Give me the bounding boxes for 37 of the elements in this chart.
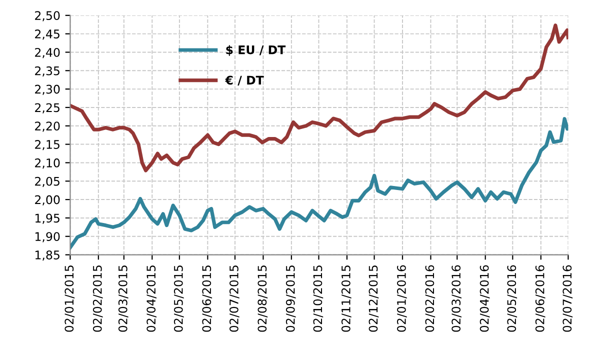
y-tick-label: 2,50 <box>35 11 60 22</box>
x-tick-label: 02/05/2015 <box>174 266 184 332</box>
x-tick-label: 02/08/2015 <box>258 266 268 332</box>
line-series <box>70 24 568 172</box>
x-tick-label: 02/05/2016 <box>507 265 518 332</box>
x-tick-label: 02/10/2015 <box>313 266 324 332</box>
x-tick-label: 02/04/2015 <box>146 266 156 332</box>
y-tick-label: 2,20 <box>35 122 60 132</box>
x-tick-label: 02/03/2016 <box>452 265 462 332</box>
x-tick-label: 02/03/2015 <box>118 266 128 332</box>
x-tick-label: 02/12/2015 <box>368 266 379 332</box>
legend-label: € / DT <box>225 76 264 86</box>
x-tick-label: 02/09/2015 <box>286 266 296 332</box>
x-tick-label: 02/01/2015 <box>64 266 75 332</box>
x-tick-label: 02/11/2015 <box>341 266 352 332</box>
x-tick-label: 02/06/2016 <box>535 265 546 332</box>
x-tick-label: 02/06/2015 <box>202 266 212 332</box>
y-tick-label: 2,25 <box>35 103 60 114</box>
x-tick-label: 02/07/2015 <box>229 266 240 332</box>
y-tick-label: 2,30 <box>35 84 60 95</box>
x-tick-label: 02/02/2016 <box>425 265 436 332</box>
x-tick-label: 02/04/2016 <box>480 265 490 332</box>
y-tick-label: 2,40 <box>35 48 60 58</box>
y-tick-label: 1,90 <box>35 232 60 242</box>
x-tick-label: 02/07/2016 <box>562 265 573 332</box>
legend-label: $ EU / DT <box>226 45 286 56</box>
y-tick-label: 2,05 <box>35 176 60 187</box>
y-tick-label: 2,00 <box>35 195 60 206</box>
x-tick-label: 02/01/2016 <box>397 265 407 332</box>
y-tick-label: 1,85 <box>35 250 60 261</box>
y-tick-label: 2,10 <box>35 158 60 169</box>
y-tick-label: 2,45 <box>35 30 60 40</box>
line-series <box>70 117 568 250</box>
y-tick-label: 1,95 <box>35 214 60 224</box>
y-tick-label: 2,15 <box>35 140 60 150</box>
x-tick-label: 02/02/2015 <box>92 266 103 332</box>
y-tick-label: 2,35 <box>35 66 60 76</box>
